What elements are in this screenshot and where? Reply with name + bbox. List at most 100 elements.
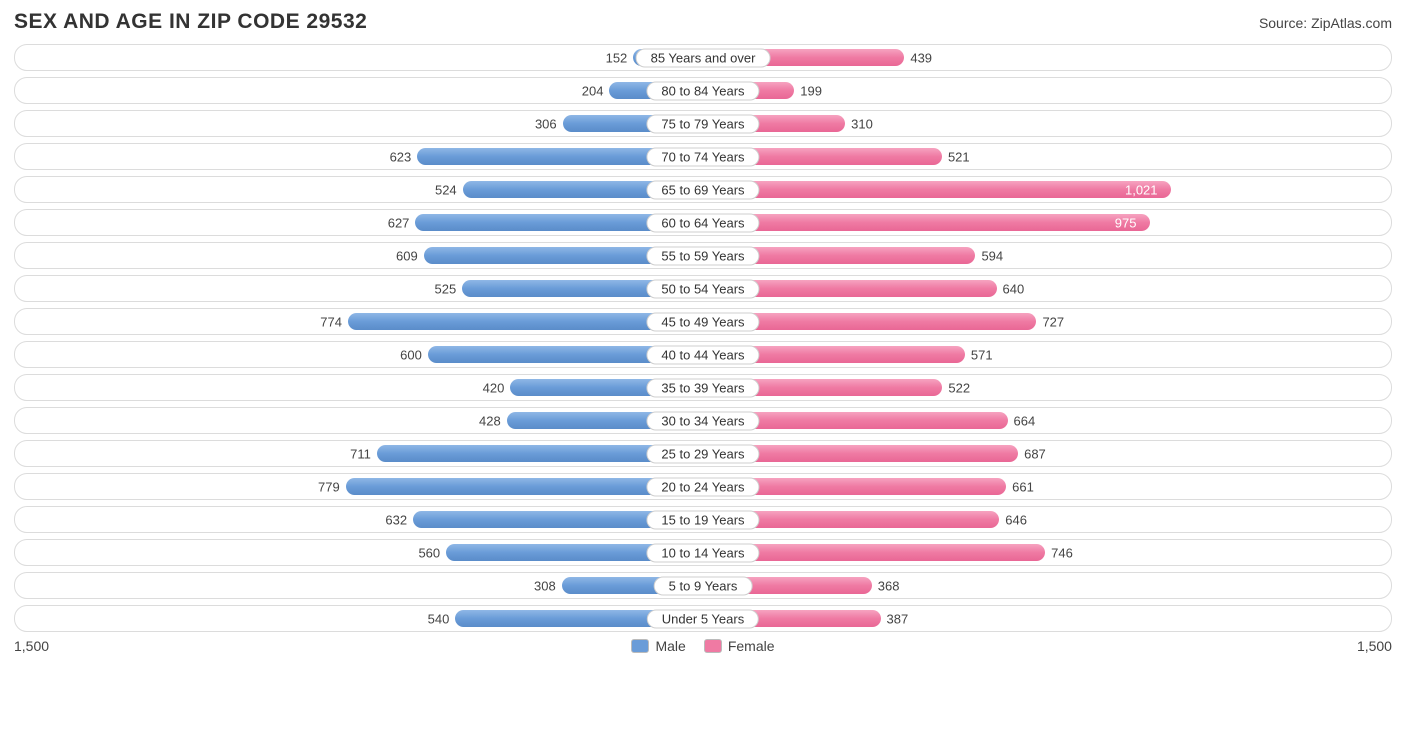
female-value: 310: [851, 116, 873, 131]
axis-max-right: 1,500: [1357, 638, 1392, 654]
female-half: 387: [703, 606, 1391, 631]
female-swatch-icon: [704, 639, 722, 653]
male-half: 306: [15, 111, 703, 136]
age-label-pill: 25 to 29 Years: [646, 444, 759, 463]
female-half: 439: [703, 45, 1391, 70]
age-row: 71168725 to 29 Years: [14, 440, 1392, 467]
female-half: 521: [703, 144, 1391, 169]
female-half: 975: [703, 210, 1391, 235]
axis-max-left: 1,500: [14, 638, 49, 654]
male-half: 524: [15, 177, 703, 202]
female-half: 522: [703, 375, 1391, 400]
legend-female: Female: [704, 638, 775, 654]
legend-male-label: Male: [655, 638, 685, 654]
male-value: 152: [606, 50, 628, 65]
age-label-pill: 60 to 64 Years: [646, 213, 759, 232]
age-label-pill: 5 to 9 Years: [654, 576, 753, 595]
age-label-pill: 20 to 24 Years: [646, 477, 759, 496]
female-half: 594: [703, 243, 1391, 268]
female-value: 1,021: [1125, 182, 1158, 197]
female-half: 571: [703, 342, 1391, 367]
female-value: 594: [981, 248, 1003, 263]
male-value: 428: [479, 413, 501, 428]
female-value: 640: [1003, 281, 1025, 296]
male-value: 560: [418, 545, 440, 560]
male-half: 540: [15, 606, 703, 631]
male-half: 204: [15, 78, 703, 103]
male-value: 779: [318, 479, 340, 494]
chart-legend: Male Female: [631, 638, 774, 654]
female-half: 199: [703, 78, 1391, 103]
male-half: 600: [15, 342, 703, 367]
age-label-pill: 35 to 39 Years: [646, 378, 759, 397]
age-row: 774 727 45 to 49 Years: [14, 308, 1392, 335]
legend-male: Male: [631, 638, 685, 654]
female-half: 687: [703, 441, 1391, 466]
female-bar: [703, 181, 1171, 198]
age-row: 525 640 50 to 54 Years: [14, 275, 1392, 302]
age-row: 30631075 to 79 Years: [14, 110, 1392, 137]
chart-footer: 1,500 Male Female 1,500: [14, 638, 1392, 654]
male-value: 627: [388, 215, 410, 230]
age-row: 779 661 20 to 24 Years: [14, 473, 1392, 500]
age-row: 540 387 Under 5 Years: [14, 605, 1392, 632]
age-label-pill: 40 to 44 Years: [646, 345, 759, 364]
male-half: 420: [15, 375, 703, 400]
male-half: 428: [15, 408, 703, 433]
female-half: 310: [703, 111, 1391, 136]
male-value: 623: [390, 149, 412, 164]
age-label-pill: 55 to 59 Years: [646, 246, 759, 265]
age-label-pill: 15 to 19 Years: [646, 510, 759, 529]
female-bar: [703, 214, 1150, 231]
female-half: 727: [703, 309, 1391, 334]
female-value: 664: [1014, 413, 1036, 428]
age-label-pill: 85 Years and over: [636, 48, 771, 67]
age-label-pill: 50 to 54 Years: [646, 279, 759, 298]
age-row: 5241,02165 to 69 Years: [14, 176, 1392, 203]
female-half: 640: [703, 276, 1391, 301]
female-value: 975: [1115, 215, 1137, 230]
male-value: 420: [483, 380, 505, 395]
male-half: 525: [15, 276, 703, 301]
male-half: 774: [15, 309, 703, 334]
age-row: 56074610 to 14 Years: [14, 539, 1392, 566]
age-label-pill: Under 5 Years: [647, 609, 759, 628]
male-half: 308: [15, 573, 703, 598]
male-half: 623: [15, 144, 703, 169]
age-row: 308 368 5 to 9 Years: [14, 572, 1392, 599]
female-half: 661: [703, 474, 1391, 499]
female-half: 368: [703, 573, 1391, 598]
population-pyramid-chart: 152 439 85 Years and over 204 199 80 to 84 Ye…: [14, 44, 1392, 632]
male-value: 308: [534, 578, 556, 593]
age-label-pill: 70 to 74 Years: [646, 147, 759, 166]
age-row: 152 439 85 Years and over: [14, 44, 1392, 71]
male-half: 560: [15, 540, 703, 565]
male-half: 609: [15, 243, 703, 268]
age-label-pill: 30 to 34 Years: [646, 411, 759, 430]
female-value: 727: [1042, 314, 1064, 329]
female-value: 646: [1005, 512, 1027, 527]
male-value: 540: [428, 611, 450, 626]
age-label-pill: 80 to 84 Years: [646, 81, 759, 100]
female-value: 571: [971, 347, 993, 362]
male-value: 525: [435, 281, 457, 296]
male-value: 306: [535, 116, 557, 131]
male-value: 632: [385, 512, 407, 527]
age-row: 204 199 80 to 84 Years: [14, 77, 1392, 104]
female-value: 199: [800, 83, 822, 98]
age-label-pill: 45 to 49 Years: [646, 312, 759, 331]
male-value: 204: [582, 83, 604, 98]
age-row: 428 664 30 to 34 Years: [14, 407, 1392, 434]
age-row: 609 594 55 to 59 Years: [14, 242, 1392, 269]
male-half: 627: [15, 210, 703, 235]
age-row: 420 52235 to 39 Years: [14, 374, 1392, 401]
female-value: 661: [1012, 479, 1034, 494]
female-half: 664: [703, 408, 1391, 433]
female-value: 687: [1024, 446, 1046, 461]
chart-header: SEX AND AGE IN ZIP CODE 29532 Source: Zi…: [14, 10, 1392, 34]
female-value: 439: [910, 50, 932, 65]
female-value: 368: [878, 578, 900, 593]
chart-title: SEX AND AGE IN ZIP CODE 29532: [14, 10, 367, 34]
age-row: 623 52170 to 74 Years: [14, 143, 1392, 170]
female-value: 387: [887, 611, 909, 626]
